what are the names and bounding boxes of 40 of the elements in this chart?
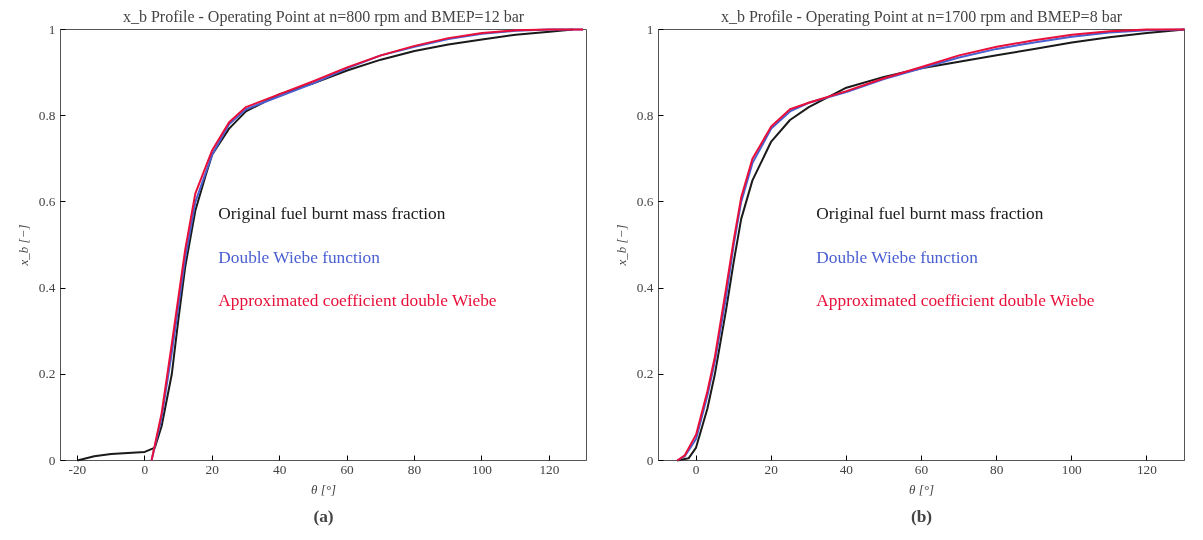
x-tick-label: 80 bbox=[407, 461, 422, 477]
x-tick-label: 0 bbox=[141, 461, 149, 477]
text: (a) bbox=[313, 506, 334, 526]
x-tick-label: 100 bbox=[1061, 461, 1083, 477]
text: (b) bbox=[910, 506, 933, 526]
y-tick-label: 0.4 bbox=[636, 280, 654, 296]
y-axis-title: x_b [−] bbox=[15, 224, 31, 267]
x-axis-title: θ [°] bbox=[311, 481, 336, 497]
y-tick-label: 0.4 bbox=[38, 280, 56, 296]
chart-title: x_b Profile - Operating Point at n=800 rpm and BMEP=12 bar bbox=[122, 7, 525, 26]
x-tick-label: 20 bbox=[764, 461, 779, 477]
x-tick-label: 40 bbox=[839, 461, 854, 477]
y-axis-title: x_b [−] bbox=[613, 224, 629, 267]
x-tick-label: -20 bbox=[68, 461, 87, 477]
x-tick-label: 40 bbox=[273, 461, 287, 477]
y-tick-label: 0.2 bbox=[636, 366, 654, 382]
line-series bbox=[676, 28, 1186, 462]
x-tick-label: 100 bbox=[471, 461, 493, 477]
text: Original fuel burnt mass fraction bbox=[816, 204, 1044, 224]
x-axis-title: θ [°] bbox=[909, 481, 934, 497]
y-tick-label: 0.8 bbox=[38, 107, 56, 123]
y-tick-label: 0.6 bbox=[636, 193, 654, 209]
x-tick-label: 120 bbox=[1136, 461, 1158, 477]
y-tick-label: 1 bbox=[646, 21, 654, 37]
x-tick-label: 20 bbox=[205, 461, 220, 477]
series-label: Double Wiebe function bbox=[218, 247, 381, 267]
text: Approximated coefficient double Wiebe bbox=[816, 290, 1095, 310]
x-tick-label: 80 bbox=[989, 461, 1004, 477]
text: Double Wiebe function bbox=[816, 247, 979, 267]
y-tick-label: 0.2 bbox=[38, 366, 56, 382]
y-tick-label: 0.8 bbox=[636, 107, 654, 123]
text: Approximated coefficient double Wiebe bbox=[218, 290, 497, 310]
series-label: Original fuel burnt mass fraction bbox=[218, 204, 446, 224]
x-tick-label: 60 bbox=[914, 461, 929, 477]
x-tick-label: 60 bbox=[340, 461, 355, 477]
y-tick-label: 0.6 bbox=[38, 193, 56, 209]
x-tick-label: 0 bbox=[692, 461, 700, 477]
chart-title: x_b Profile - Operating Point at n=1700 rpm and BMEP=8 bar bbox=[720, 7, 1123, 26]
y-tick-label: 1 bbox=[48, 21, 56, 37]
x-tick-label: 120 bbox=[539, 461, 560, 477]
